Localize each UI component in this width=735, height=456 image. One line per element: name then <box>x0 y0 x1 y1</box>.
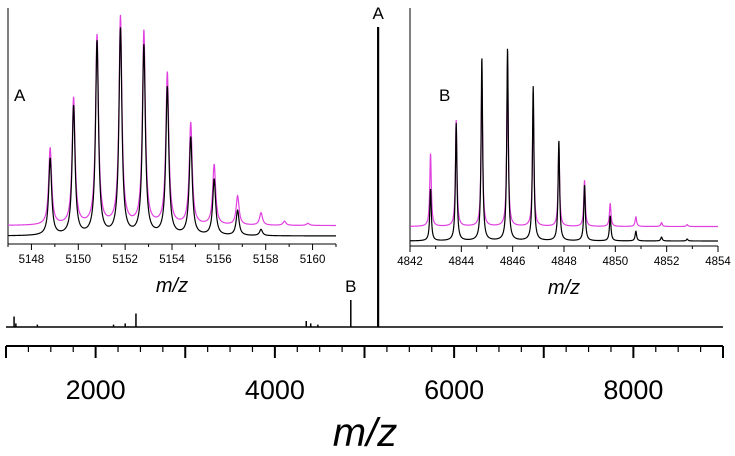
inset-x-axis-title: m/z <box>156 275 188 297</box>
main-x-tick-label: 2000 <box>66 375 126 405</box>
main-x-tick-label: 4000 <box>245 375 305 405</box>
inset-x-tick-label: 5158 <box>253 254 279 266</box>
inset-b: 4842 4844 4846 4848 4850 4852 4854 m/z B <box>397 8 731 299</box>
inset-x-tick-label: 5150 <box>65 254 91 266</box>
main-x-tick-label: 6000 <box>424 375 484 405</box>
inset-series-line <box>409 48 718 242</box>
inset-x-tick-label: 5154 <box>159 254 185 266</box>
inset-x-tick-label: 5160 <box>300 254 326 266</box>
inset-label: A <box>14 86 26 105</box>
main-peak-label: B <box>345 277 356 296</box>
inset-label: B <box>439 86 450 105</box>
inset-x-tick-label: 4844 <box>449 256 475 268</box>
inset-x-tick-label: 5148 <box>19 254 45 266</box>
inset-series-line <box>409 65 719 228</box>
main-x-axis-title: m/z <box>333 411 397 451</box>
inset-a: 5148 5150 5152 5154 5156 5158 5160 m/z A <box>7 8 337 297</box>
inset-x-axis-title: m/z <box>548 277 580 299</box>
inset-x-tick-label: 4846 <box>500 256 526 268</box>
inset-x-tick-label: 5152 <box>112 254 138 266</box>
inset-x-tick-label: 4850 <box>603 256 629 268</box>
main-peak-label: A <box>372 4 384 23</box>
inset-series-line <box>8 27 336 237</box>
inset-x-tick-label: 4842 <box>397 256 423 268</box>
inset-x-tick-label: 4848 <box>551 256 577 268</box>
inset-series-line <box>8 14 336 227</box>
inset-x-tick-label: 4852 <box>654 256 680 268</box>
inset-x-tick-label: 5156 <box>206 254 232 266</box>
inset-x-tick-label: 4854 <box>705 256 731 268</box>
main-x-tick-label: 8000 <box>603 375 663 405</box>
main-spectrum: A B 2000 4000 6000 8000 m/z <box>5 4 724 455</box>
